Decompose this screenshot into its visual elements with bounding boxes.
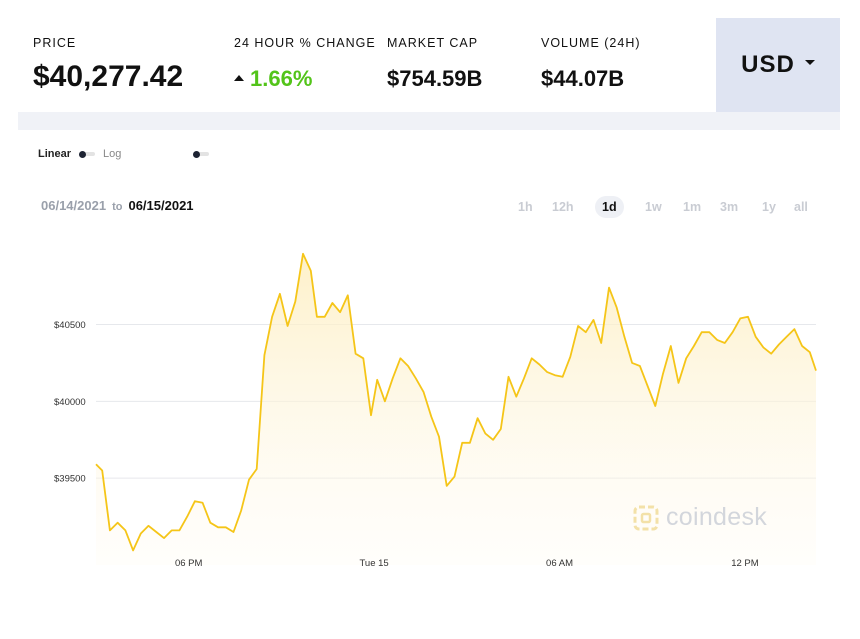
brand-name: coindesk bbox=[666, 503, 768, 531]
scale-linear-option[interactable]: Linear bbox=[38, 148, 96, 160]
change-label: 24 HOUR % CHANGE bbox=[234, 36, 376, 50]
toggle-knob bbox=[79, 150, 87, 158]
currency-dropdown[interactable]: USD bbox=[716, 18, 840, 112]
range-1h[interactable]: 1h bbox=[518, 200, 533, 214]
market-cap-label: MARKET CAP bbox=[387, 36, 479, 50]
change-row: 1.66% bbox=[234, 66, 376, 92]
date-range: 06/14/2021 to 06/15/2021 bbox=[41, 198, 194, 213]
range-all[interactable]: all bbox=[794, 200, 808, 214]
scale-log-switch[interactable] bbox=[193, 150, 210, 158]
scale-linear-label: Linear bbox=[38, 148, 72, 160]
coindesk-watermark: coindesk bbox=[632, 503, 767, 532]
change-stat: 24 HOUR % CHANGE 1.66% bbox=[234, 36, 376, 92]
range-3m[interactable]: 3m bbox=[720, 200, 739, 214]
time-range-selector: 1h 12h 1d 1w 1m 3m 1y all bbox=[510, 196, 820, 218]
volume-label: VOLUME (24H) bbox=[541, 36, 641, 50]
toggle-knob bbox=[193, 150, 201, 158]
date-to-word: to bbox=[112, 201, 123, 213]
x-tick-label: 06 PM bbox=[175, 558, 203, 569]
range-1d[interactable]: 1d bbox=[595, 196, 624, 218]
section-divider bbox=[18, 112, 840, 130]
chevron-down-icon bbox=[804, 59, 815, 65]
stats-header: PRICE $40,277.42 24 HOUR % CHANGE 1.66% … bbox=[0, 0, 860, 112]
currency-label: USD bbox=[741, 51, 795, 78]
market-cap-stat: MARKET CAP $754.59B bbox=[387, 36, 482, 92]
price-value: $40,277.42 bbox=[33, 60, 184, 93]
scale-log-label: Log bbox=[103, 148, 122, 160]
y-tick-label: $39500 bbox=[54, 474, 86, 485]
x-tick-label: 06 AM bbox=[546, 558, 573, 569]
y-tick-label: $40500 bbox=[54, 320, 86, 331]
scale-linear-switch[interactable] bbox=[79, 150, 96, 158]
y-tick-label: $40000 bbox=[54, 397, 86, 408]
coindesk-logo-icon bbox=[633, 505, 659, 530]
range-12h[interactable]: 12h bbox=[552, 200, 574, 214]
market-cap-value: $754.59B bbox=[387, 66, 483, 91]
volume-value: $44.07B bbox=[541, 66, 625, 91]
range-1m[interactable]: 1m bbox=[683, 200, 702, 214]
date-end: 06/15/2021 bbox=[128, 198, 194, 213]
volume-stat: VOLUME (24H) $44.07B bbox=[541, 36, 641, 92]
x-tick-label: Tue 15 bbox=[359, 558, 388, 569]
price-label: PRICE bbox=[33, 36, 77, 50]
scale-log-option[interactable]: Log bbox=[103, 148, 121, 160]
range-1w[interactable]: 1w bbox=[645, 200, 662, 214]
range-1y[interactable]: 1y bbox=[762, 200, 776, 214]
date-start: 06/14/2021 bbox=[41, 198, 107, 213]
up-arrow-icon bbox=[234, 75, 244, 82]
scale-toggle: Linear Log bbox=[38, 148, 210, 160]
x-tick-label: 12 PM bbox=[731, 558, 759, 569]
change-value: 1.66% bbox=[250, 66, 313, 91]
price-area bbox=[96, 253, 816, 566]
price-stat: PRICE $40,277.42 bbox=[33, 36, 183, 94]
price-line bbox=[95, 252, 817, 552]
